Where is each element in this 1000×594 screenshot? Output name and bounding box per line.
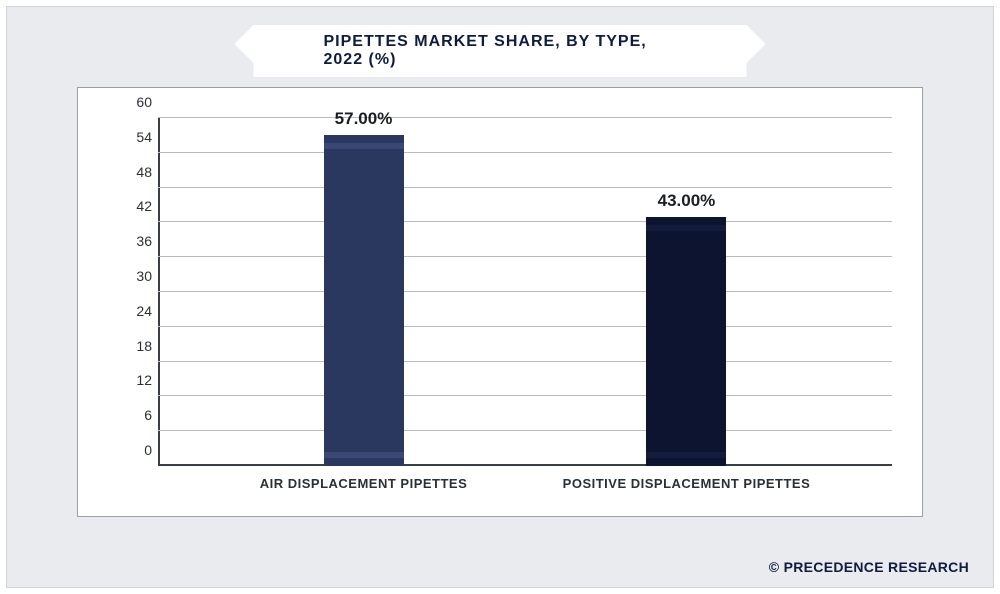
grid-line — [158, 117, 892, 118]
attribution-text: © PRECEDENCE RESEARCH — [769, 559, 969, 575]
y-tick-label: 60 — [116, 94, 152, 110]
y-tick-label: 24 — [116, 303, 152, 319]
y-tick-label: 0 — [116, 442, 152, 458]
y-tick-label: 30 — [116, 268, 152, 284]
x-category-label: AIR DISPLACEMENT PIPETTES — [260, 476, 468, 491]
y-tick-label: 42 — [116, 198, 152, 214]
grid-line — [158, 326, 892, 327]
y-tick-label: 12 — [116, 372, 152, 388]
grid-line — [158, 221, 892, 222]
y-tick-label: 36 — [116, 233, 152, 249]
bar: 57.00%AIR DISPLACEMENT PIPETTES — [324, 135, 404, 466]
plot-area: 0612182430364248546057.00%AIR DISPLACEME… — [77, 87, 923, 517]
grid-line — [158, 256, 892, 257]
x-category-label: POSITIVE DISPLACEMENT PIPETTES — [563, 476, 811, 491]
bar-fill — [646, 217, 726, 466]
bar-value-label: 43.00% — [658, 191, 716, 211]
grid-line — [158, 152, 892, 153]
y-tick-label: 48 — [116, 164, 152, 180]
grid-line — [158, 395, 892, 396]
y-tick-label: 54 — [116, 129, 152, 145]
bar-value-label: 57.00% — [335, 109, 393, 129]
grid-line — [158, 361, 892, 362]
chart-region: 0612182430364248546057.00%AIR DISPLACEME… — [158, 118, 892, 466]
bar-fill — [324, 135, 404, 466]
bar-accent-top — [646, 225, 726, 231]
grid-line — [158, 291, 892, 292]
grid-line — [158, 430, 892, 431]
bar: 43.00%POSITIVE DISPLACEMENT PIPETTES — [646, 217, 726, 466]
y-tick-label: 18 — [116, 338, 152, 354]
title-ribbon: PIPETTES MARKET SHARE, BY TYPE, 2022 (%) — [254, 25, 747, 77]
bar-accent-bottom — [646, 452, 726, 458]
grid-line — [158, 187, 892, 188]
bar-accent-bottom — [324, 452, 404, 458]
bar-accent-top — [324, 143, 404, 149]
chart-title: PIPETTES MARKET SHARE, BY TYPE, 2022 (%) — [324, 33, 647, 68]
chart-frame: PIPETTES MARKET SHARE, BY TYPE, 2022 (%)… — [6, 6, 994, 588]
y-axis — [158, 118, 160, 466]
y-tick-label: 6 — [116, 407, 152, 423]
x-axis — [158, 464, 892, 466]
